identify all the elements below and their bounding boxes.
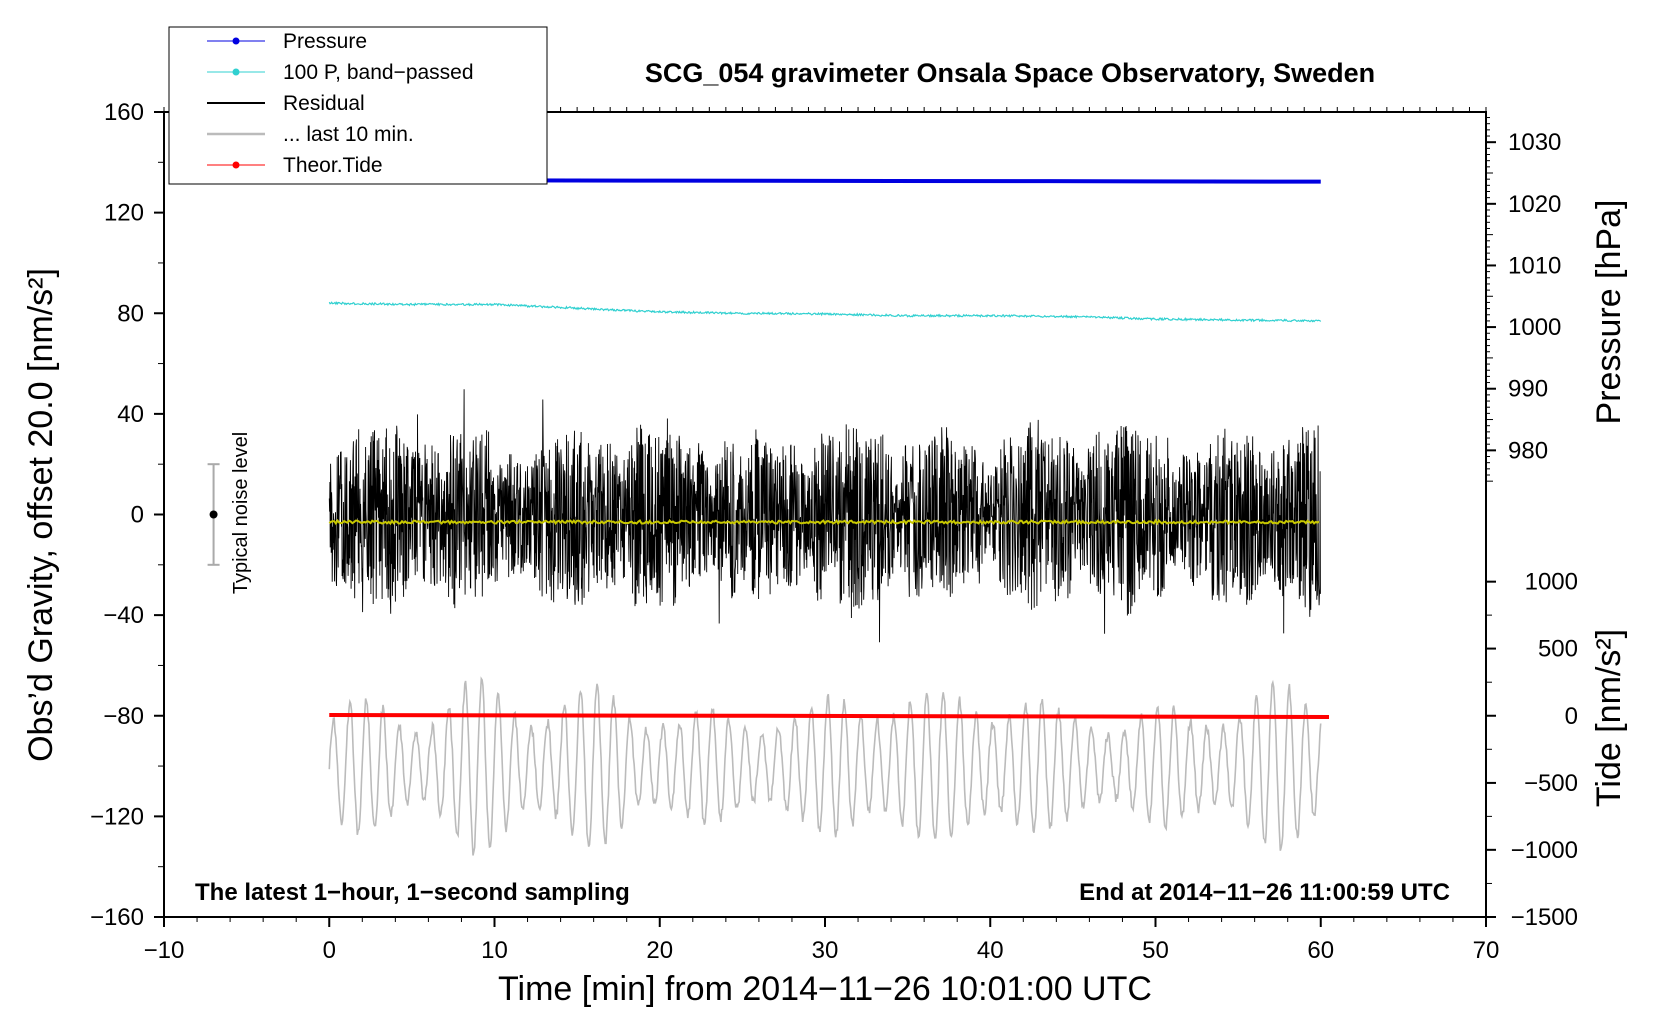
annotation-sampling: The latest 1−hour, 1−second sampling (195, 879, 630, 906)
tide-tick-label: −1500 (1511, 904, 1578, 931)
annotation-end-time: End at 2014−11−26 11:00:59 UTC (1079, 879, 1450, 906)
x-tick-label: −10 (144, 937, 185, 964)
pressure-tick-label: 980 (1508, 437, 1548, 464)
y-tick-label: 160 (104, 99, 144, 126)
legend: Pressure 100 P, band−passed Residual ... la… (168, 26, 548, 185)
smoothed-residual-line (328, 518, 1320, 526)
x-tick-label: 30 (812, 937, 839, 964)
legend-swatch-marker (232, 37, 240, 45)
noise-level-point (209, 510, 218, 519)
tide-tick-label: 0 (1565, 703, 1578, 730)
x-tick-label: 20 (646, 937, 673, 964)
y-tick-label: −80 (103, 703, 144, 730)
legend-label: 100 P, band−passed (283, 61, 474, 84)
last-10-min-line (328, 676, 1322, 856)
chart-title: SCG_054 gravimeter Onsala Space Observat… (645, 58, 1375, 88)
theoretical-tide-line (329, 712, 1330, 720)
y-axis-title-tide: Tide [nm/s²] (1590, 629, 1628, 807)
legend-box (168, 26, 548, 185)
tide-tick-label: −500 (1524, 770, 1578, 797)
y-tick-label: −120 (90, 803, 144, 830)
tide-tick-label: 1000 (1525, 569, 1578, 596)
x-tick-label: 70 (1473, 937, 1500, 964)
bandpassed-pressure-line (328, 301, 1322, 323)
y-axis-title-left: Obs’d Gravity, offset 20.0 [nm/s²] (22, 268, 60, 762)
y-axis-title-pressure: Pressure [hPa] (1590, 200, 1628, 425)
y-tick-label: 40 (117, 401, 144, 428)
x-tick-label: 10 (481, 937, 508, 964)
y-tick-label: 120 (104, 200, 144, 227)
legend-label: Pressure (283, 30, 367, 53)
x-tick-label: 60 (1307, 937, 1334, 964)
tide-tick-label: 500 (1538, 636, 1578, 663)
y-tick-label: −160 (90, 904, 144, 931)
legend-label: Theor.Tide (283, 154, 383, 177)
pressure-tick-label: 1030 (1508, 129, 1561, 156)
pressure-tick-label: 1000 (1508, 314, 1561, 341)
x-tick-label: 40 (977, 937, 1004, 964)
pressure-tick-label: 1010 (1508, 252, 1561, 279)
tide-tick-label: −1000 (1511, 837, 1578, 864)
y-tick-label: 0 (131, 502, 144, 529)
pressure-tick-label: 1020 (1508, 191, 1561, 218)
residual-line (328, 389, 1321, 643)
x-axis-title: Time [min] from 2014−11−26 10:01:00 UTC (498, 970, 1152, 1008)
x-tick-label: 0 (323, 937, 336, 964)
legend-swatch-marker (232, 161, 240, 169)
axes-layer: −10 0 10 20 30 40 50 60 7016012080400−40−80−120−… (90, 99, 1578, 964)
legend-swatch-marker (232, 68, 240, 76)
legend-label: ... last 10 min. (283, 123, 414, 146)
legend-label: Residual (283, 92, 365, 115)
pressure-tick-label: 990 (1508, 376, 1548, 403)
x-tick-label: 50 (1142, 937, 1169, 964)
y-tick-label: 80 (117, 300, 144, 327)
y-tick-label: −40 (103, 602, 144, 629)
noise-level-label: Typical noise level (230, 432, 252, 594)
